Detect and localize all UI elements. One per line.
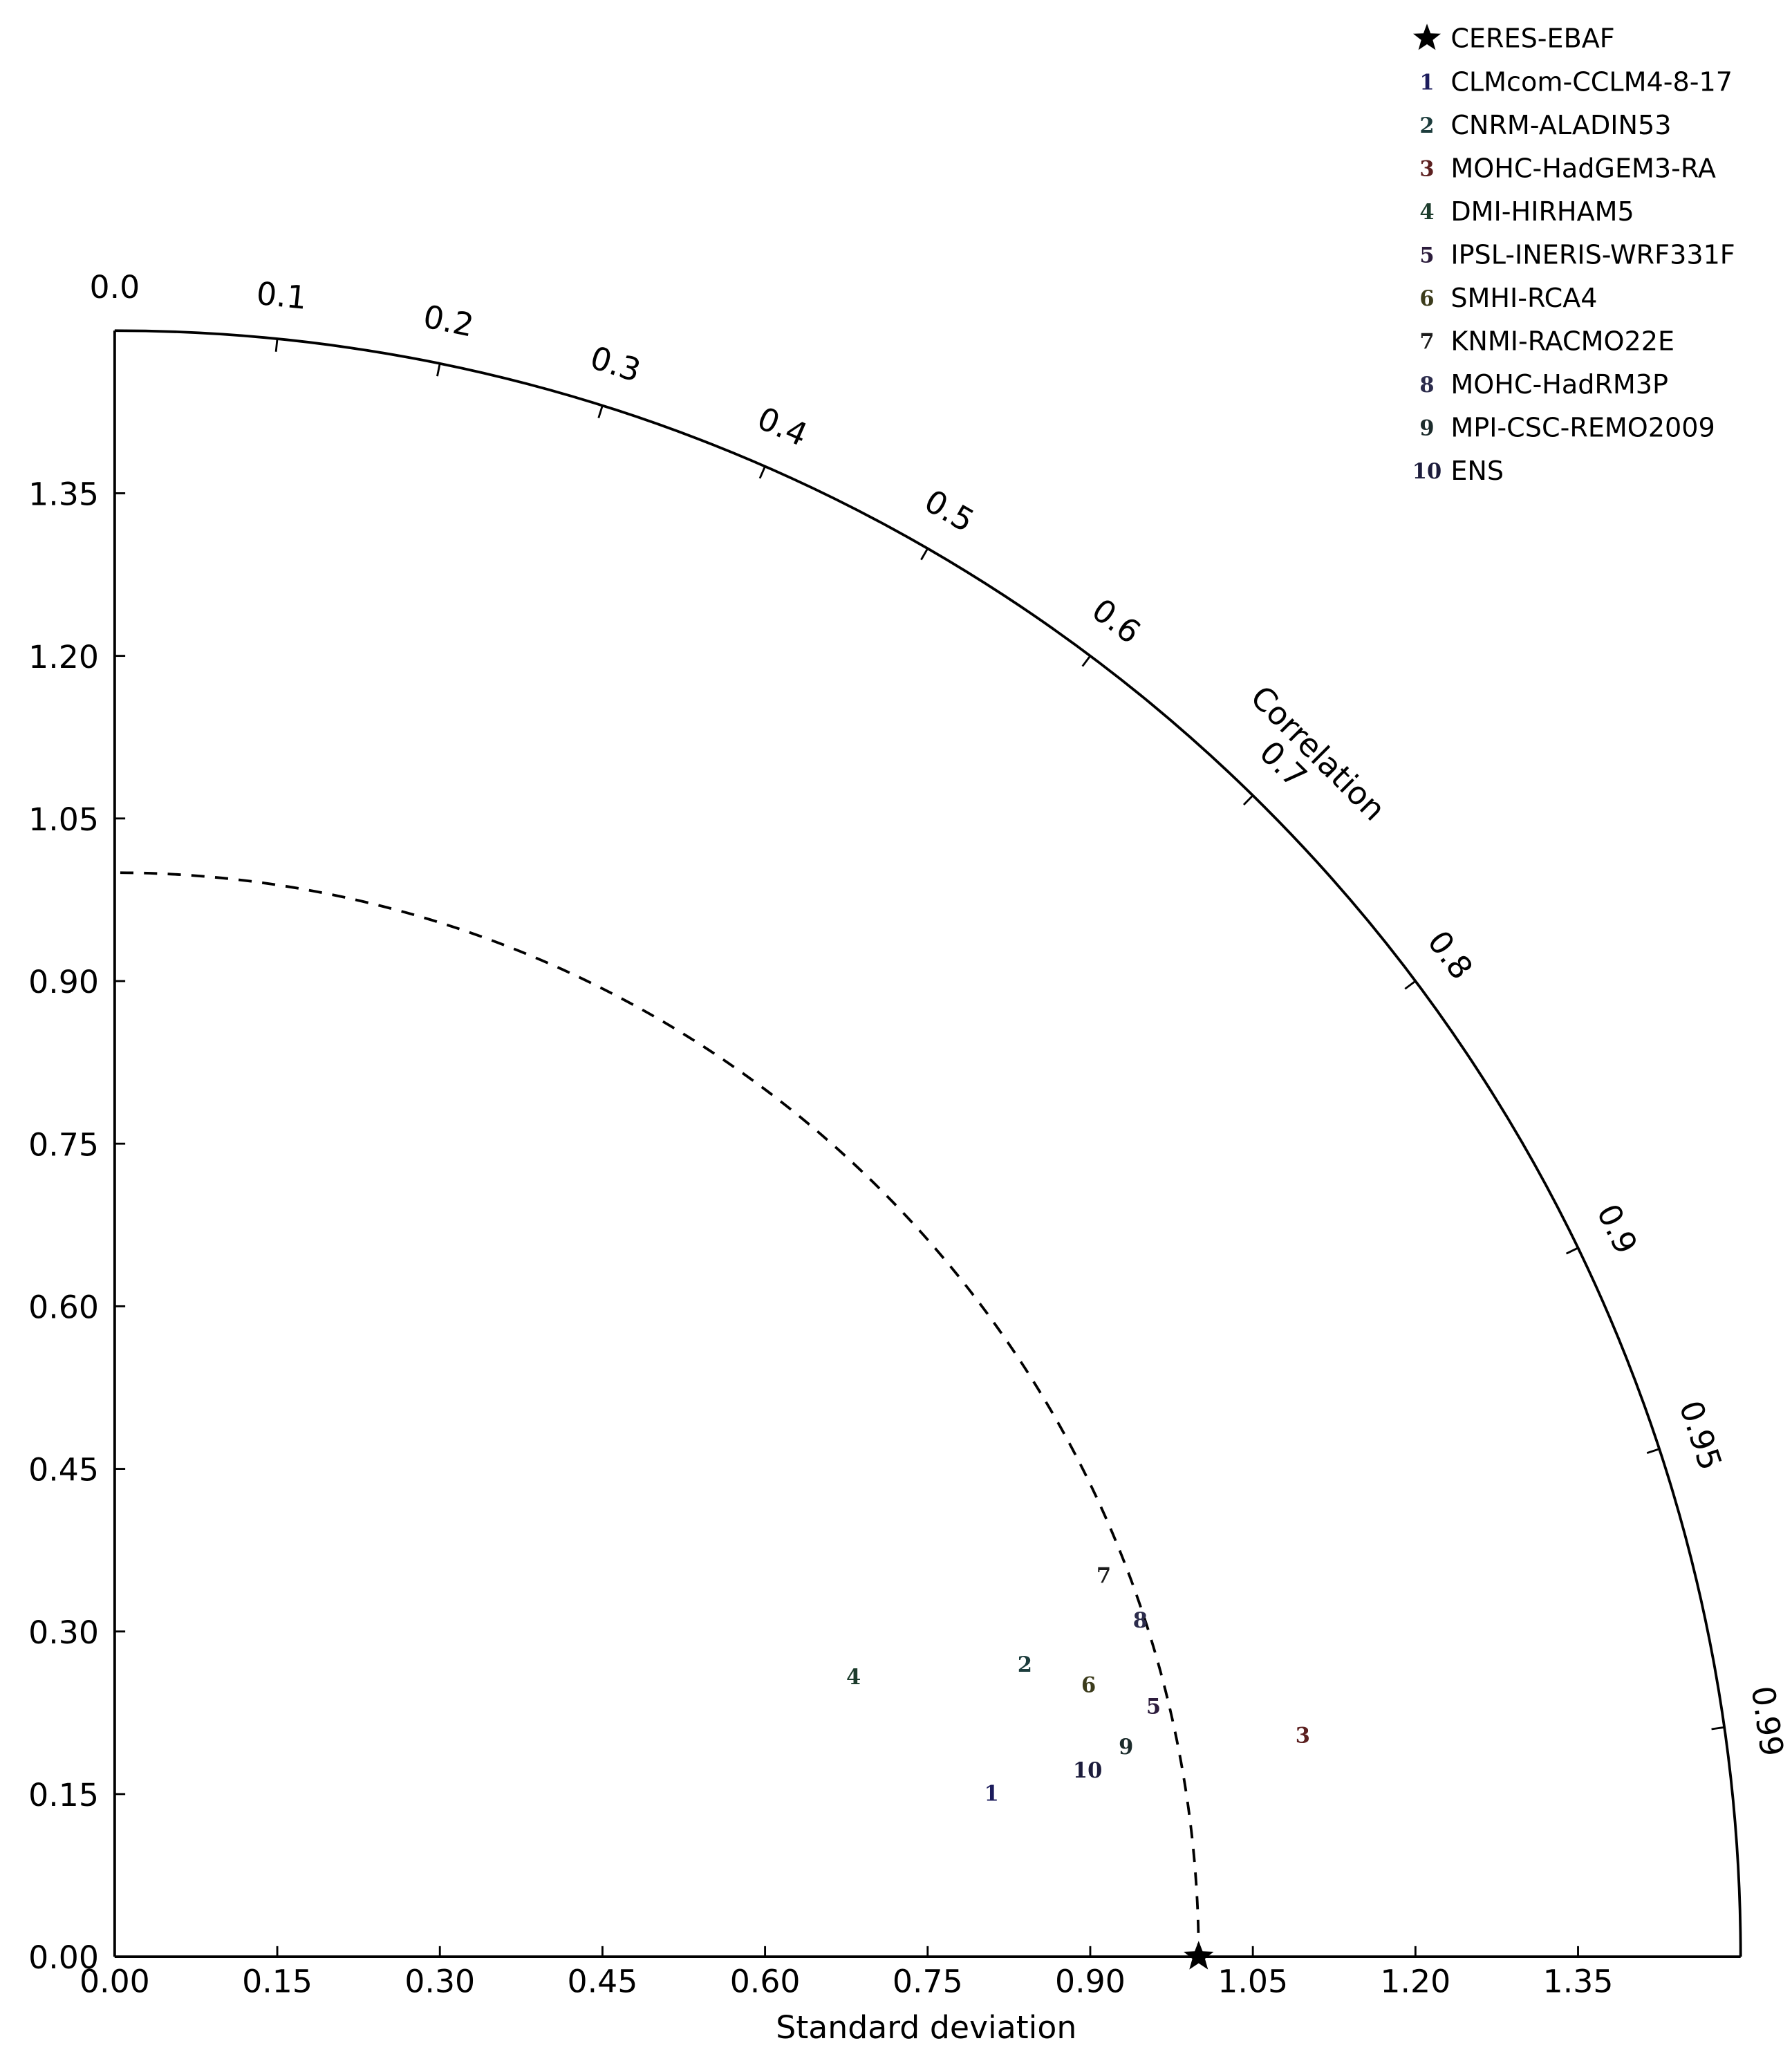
x-tick-label: 0.90 — [1055, 1964, 1126, 2000]
y-tick-label: 1.35 — [28, 476, 99, 513]
corr-tick-label: 0.2 — [420, 298, 477, 344]
x-tick-label: 1.05 — [1217, 1964, 1288, 2000]
model-point: 1 — [984, 1782, 999, 1807]
corr-tick — [436, 363, 441, 377]
model-point: 4 — [846, 1665, 861, 1690]
model-point: 3 — [1296, 1724, 1310, 1749]
corr-tick — [920, 548, 929, 561]
model-point: 9 — [1119, 1735, 1133, 1760]
x-tick-label: 0.30 — [404, 1964, 475, 2000]
corr-tick-label: 0.3 — [586, 339, 645, 389]
legend-marker: 4 — [1419, 200, 1434, 225]
legend-marker: 9 — [1419, 416, 1434, 441]
y-tick-label: 0.00 — [28, 1939, 99, 1976]
corr-tick — [274, 338, 279, 352]
x-tick-label: 1.20 — [1380, 1964, 1450, 2000]
legend-label: CNRM-ALADIN53 — [1450, 110, 1671, 140]
x-tick-label: 0.45 — [568, 1964, 638, 2000]
model-point: 6 — [1081, 1672, 1096, 1697]
corr-tick — [1565, 1247, 1579, 1255]
x-tick-label: 0.75 — [893, 1964, 963, 2000]
corr-tick-label: 0.4 — [752, 400, 813, 454]
legend-label: ENS — [1450, 456, 1504, 486]
legend-marker: 7 — [1419, 330, 1434, 355]
corr-tick-label: 0.95 — [1672, 1397, 1728, 1475]
reference-point — [1184, 1941, 1214, 1970]
legend-label: CERES-EBAF — [1450, 24, 1614, 54]
model-point: 5 — [1146, 1694, 1161, 1719]
legend-marker: 1 — [1419, 71, 1434, 95]
x-tick-label: 1.35 — [1543, 1964, 1614, 2000]
y-tick-label: 0.60 — [28, 1289, 99, 1326]
legend-label: MOHC-HadGEM3-RA — [1450, 153, 1716, 184]
legend-marker: 3 — [1419, 157, 1434, 182]
legend-marker — [1413, 24, 1441, 50]
y-tick-label: 0.75 — [28, 1126, 99, 1163]
corr-tick-label: 0.6 — [1085, 592, 1148, 651]
corr-tick — [1404, 980, 1417, 990]
legend-label: KNMI-RACMO22E — [1450, 326, 1674, 357]
legend-label: CLMcom-CCLM4-8-17 — [1450, 66, 1733, 97]
legend-marker: 2 — [1419, 113, 1434, 138]
legend-marker: 5 — [1419, 243, 1434, 268]
y-tick-label: 0.45 — [28, 1452, 99, 1489]
corr-tick-label: 0.8 — [1420, 924, 1480, 986]
legend-label: DMI-HIRHAM5 — [1450, 196, 1634, 227]
y-tick-label: 1.05 — [28, 801, 99, 838]
legend-marker: 8 — [1419, 373, 1434, 398]
model-point: 2 — [1018, 1652, 1032, 1677]
corr-tick — [758, 466, 766, 479]
corr-tick — [1711, 1726, 1725, 1731]
y-tick-label: 0.90 — [28, 964, 99, 1000]
x-axis-label: Standard deviation — [776, 2009, 1076, 2046]
model-point: 7 — [1096, 1564, 1111, 1589]
corr-tick — [1081, 655, 1092, 667]
legend-label: MPI-CSC-REMO2009 — [1450, 413, 1715, 443]
x-tick-label: 0.15 — [242, 1964, 312, 2000]
corr-tick-label: 0.99 — [1744, 1684, 1791, 1758]
x-tick-label: 0.00 — [80, 1964, 150, 2000]
model-point: 8 — [1133, 1608, 1148, 1633]
corr-tick — [1242, 794, 1254, 805]
y-tick-label: 1.20 — [28, 639, 99, 675]
legend-label: SMHI-RCA4 — [1450, 283, 1597, 313]
legend-marker: 10 — [1412, 459, 1441, 484]
model-point: 10 — [1073, 1758, 1102, 1783]
corr-tick — [597, 405, 604, 418]
legend-marker: 6 — [1419, 286, 1434, 311]
corr-tick — [1646, 1448, 1660, 1454]
corr-tick-label: 0.1 — [254, 275, 308, 317]
y-tick-label: 0.15 — [28, 1777, 99, 1813]
legend-label: MOHC-HadRM3P — [1450, 369, 1668, 400]
x-tick-label: 0.60 — [730, 1964, 801, 2000]
legend-label: IPSL-INERIS-WRF331F — [1450, 240, 1735, 270]
reference-arc — [114, 871, 1200, 1957]
corr-tick-label: 0.9 — [1589, 1198, 1644, 1260]
corr-tick-label: 0.5 — [918, 483, 980, 539]
outer-arc — [114, 329, 1742, 1957]
corr-tick-label: 0.0 — [90, 269, 140, 306]
y-tick-label: 0.30 — [28, 1614, 99, 1651]
